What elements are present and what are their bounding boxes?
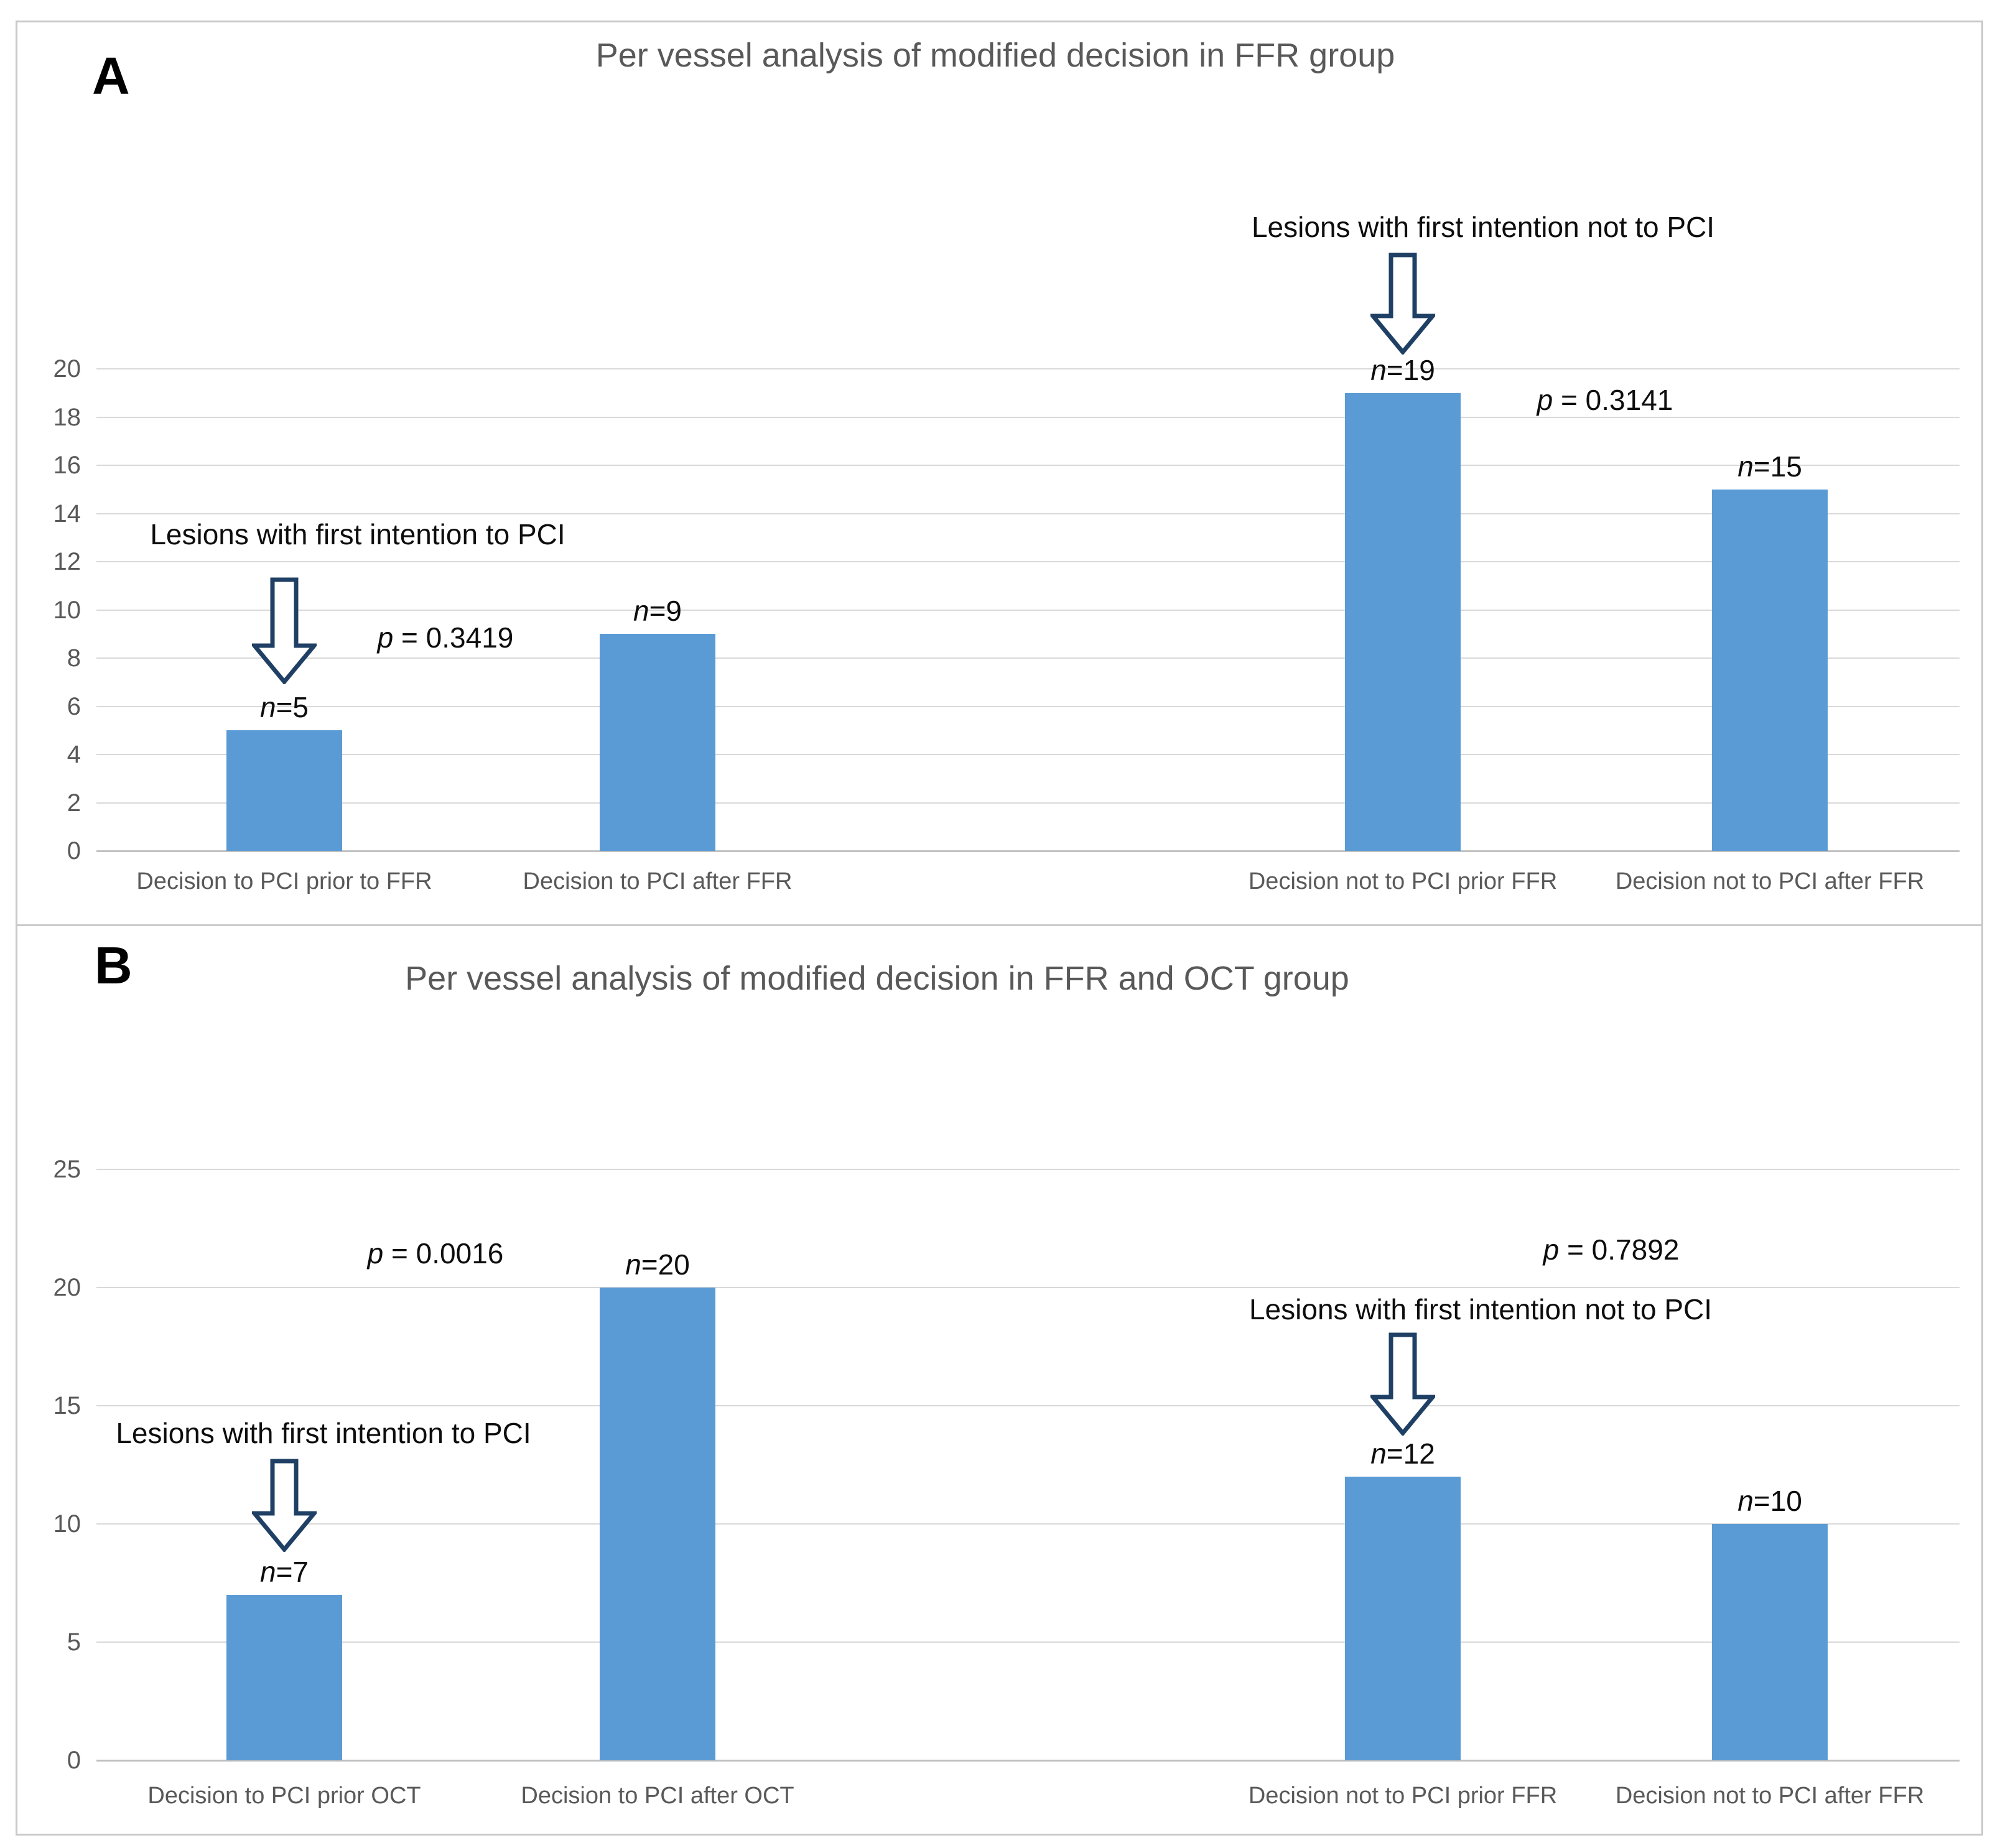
- x-axis-label: Decision not to PCI prior FFR: [1248, 1783, 1558, 1809]
- callout-label: Lesions with first intention not to PCI: [1249, 1293, 1713, 1326]
- callout-label: Lesions with first intention to PCI: [150, 518, 565, 550]
- p-value-label: p = 0.0016: [367, 1237, 504, 1270]
- y-tick-label: 5: [67, 1628, 81, 1656]
- x-axis-label: Decision not to PCI prior FFR: [1248, 868, 1558, 894]
- y-tick-label: 0: [67, 837, 81, 865]
- panel-a-letter: A: [92, 47, 130, 105]
- x-axis-label: Decision to PCI after FFR: [523, 868, 793, 894]
- bar: [226, 1595, 342, 1760]
- p-value-label: p = 0.3141: [1537, 384, 1673, 416]
- bar: [600, 1288, 715, 1760]
- down-arrow-icon: [1370, 253, 1435, 355]
- y-tick-label: 2: [67, 789, 81, 817]
- down-arrow-icon: [1370, 1332, 1435, 1436]
- gridline: [96, 1405, 1960, 1406]
- y-tick-label: 0: [67, 1747, 81, 1774]
- y-tick-label: 10: [53, 1510, 81, 1538]
- y-tick-label: 4: [67, 741, 81, 768]
- gridline: [96, 1641, 1960, 1643]
- y-tick-label: 18: [53, 403, 81, 431]
- panel-b-title: Per vessel analysis of modified decision…: [405, 960, 1349, 997]
- bar-count-label: n=12: [1370, 1437, 1435, 1470]
- down-arrow-icon: [252, 1459, 317, 1552]
- bar-count-label: n=15: [1737, 450, 1802, 483]
- callout-label: Lesions with first intention not to PCI: [1251, 211, 1715, 243]
- x-axis-label: Decision to PCI prior OCT: [147, 1783, 421, 1809]
- y-tick-label: 12: [53, 548, 81, 575]
- gridline: [96, 561, 1960, 562]
- callout-label: Lesions with first intention to PCI: [116, 1417, 531, 1449]
- panel-divider: [16, 924, 1983, 926]
- bar: [1712, 1524, 1828, 1760]
- gridline: [96, 513, 1960, 514]
- y-tick-label: 25: [53, 1156, 81, 1183]
- y-tick-label: 15: [53, 1392, 81, 1419]
- bar: [1345, 392, 1461, 851]
- gridline: [96, 1760, 1960, 1762]
- y-tick-label: 20: [53, 355, 81, 383]
- gridline: [96, 465, 1960, 466]
- gridline: [96, 368, 1960, 369]
- panel-b-letter: B: [95, 936, 133, 995]
- gridline: [96, 657, 1960, 659]
- y-tick-label: 20: [53, 1274, 81, 1301]
- gridline: [96, 1169, 1960, 1170]
- bar-count-label: n=5: [259, 691, 309, 724]
- gridline: [96, 850, 1960, 852]
- p-value-label: p = 0.7892: [1543, 1233, 1680, 1266]
- gridline: [96, 416, 1960, 418]
- y-tick-label: 8: [67, 644, 81, 672]
- gridline: [96, 802, 1960, 804]
- bar: [226, 730, 342, 851]
- gridline: [96, 609, 1960, 611]
- bar-count-label: n=10: [1737, 1485, 1802, 1517]
- down-arrow-icon: [252, 577, 317, 684]
- gridline: [96, 1523, 1960, 1525]
- y-tick-label: 16: [53, 452, 81, 479]
- gridline: [96, 754, 1960, 755]
- x-axis-label: Decision not to PCI after FFR: [1615, 868, 1925, 894]
- bar-count-label: n=7: [259, 1556, 309, 1588]
- bar: [600, 634, 715, 851]
- y-tick-label: 10: [53, 596, 81, 624]
- p-value-label: p = 0.3419: [377, 621, 514, 654]
- y-tick-label: 14: [53, 499, 81, 527]
- bar: [1345, 1477, 1461, 1760]
- bar-count-label: n=19: [1370, 353, 1435, 386]
- gridline: [96, 705, 1960, 707]
- panel-a-title: Per vessel analysis of modified decision…: [595, 37, 1395, 74]
- x-axis-label: Decision not to PCI after FFR: [1615, 1783, 1925, 1809]
- y-tick-label: 6: [67, 692, 81, 720]
- x-axis-label: Decision to PCI prior to FFR: [136, 868, 432, 894]
- bar-count-label: n=20: [625, 1248, 690, 1281]
- bar-count-label: n=9: [633, 595, 682, 628]
- x-axis-label: Decision to PCI after OCT: [521, 1783, 794, 1809]
- gridline: [96, 1287, 1960, 1288]
- bar: [1712, 489, 1828, 851]
